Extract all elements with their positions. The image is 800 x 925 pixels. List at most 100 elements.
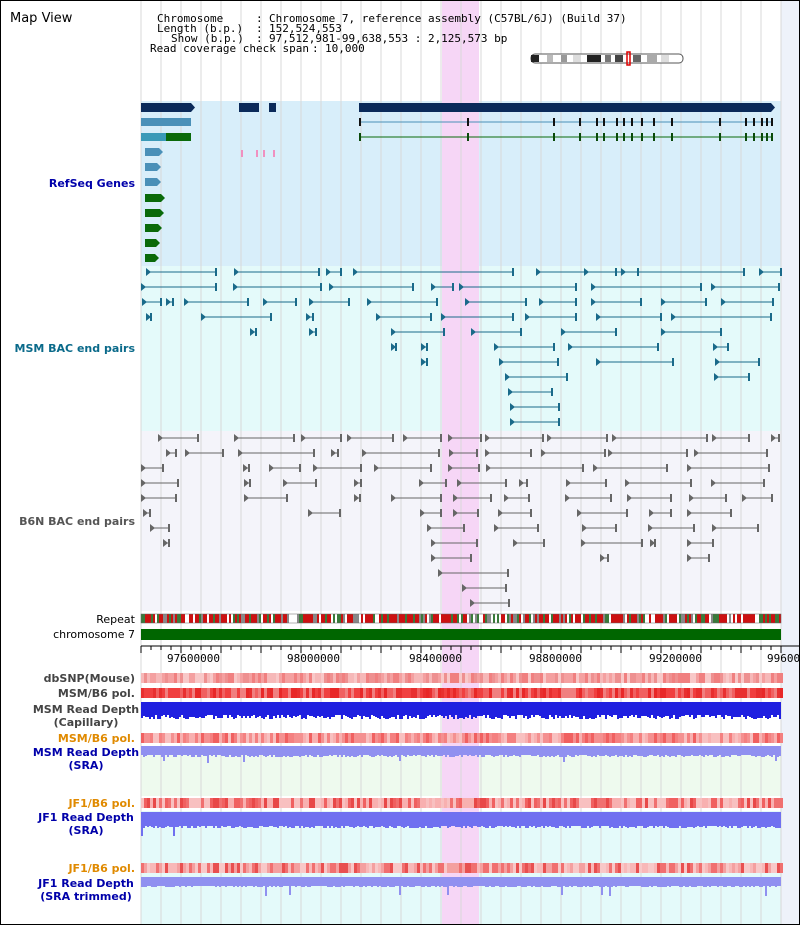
jf1-pol-cell xyxy=(546,798,549,808)
b6n-bac-track-label[interactable]: B6N BAC end pairs xyxy=(19,515,135,528)
jf1-pol-trim-cell xyxy=(237,863,240,873)
msm-cap-depth-bar xyxy=(281,702,283,715)
msm-cap-depth-bar xyxy=(357,702,359,715)
jf1-trim-depth-bar xyxy=(609,877,611,896)
msm-depth-sra-label[interactable]: MSM Read Depth xyxy=(32,746,140,759)
msm-depth-cap-label[interactable]: MSM Read Depth xyxy=(32,703,140,716)
msm-sra-depth-bar xyxy=(271,746,273,757)
jf1-trim-depth-bar xyxy=(683,877,685,886)
jf1-trim-depth-bar xyxy=(389,877,391,887)
msm-sra-depth-bar xyxy=(353,746,355,757)
jf1-sra-depth-bar xyxy=(455,812,457,827)
jf1-pol-cell xyxy=(483,798,486,808)
jf1-trim-depth-bar xyxy=(705,877,707,887)
jf1-trim-depth-bar xyxy=(367,877,369,886)
jf1-b6-pol-track-label[interactable]: JF1/B6 pol. xyxy=(68,797,135,810)
jf1-pol-trim-cell xyxy=(492,863,495,873)
dbsnp-cell xyxy=(552,673,555,683)
dbsnp-cell xyxy=(477,673,480,683)
jf1-trim-depth-bar xyxy=(477,877,479,886)
msm-pol-cell xyxy=(522,688,525,698)
msm-sra-depth-bar xyxy=(615,746,617,755)
msm-pol-sra-cell xyxy=(363,733,366,743)
ideogram-band xyxy=(573,55,581,62)
jf1-sra-depth-bar xyxy=(529,812,531,826)
jf1-trim-depth-bar xyxy=(775,877,777,887)
msm-cap-depth-bar xyxy=(193,702,195,717)
msm-bac-pair-end xyxy=(146,313,151,321)
msm-cap-depth-bar xyxy=(167,702,169,715)
repeat-element xyxy=(415,614,417,623)
jf1-pol-cell xyxy=(231,798,234,808)
msm-cap-depth-bar xyxy=(387,702,389,719)
repeat-element xyxy=(573,614,575,623)
jf1-pol-trim-cell xyxy=(474,863,477,873)
msm-cap-depth-bar xyxy=(589,702,591,718)
jf1-trim-depth-bar xyxy=(159,877,161,886)
jf1-pol-trim-cell xyxy=(423,863,426,873)
jf1-pol-trim-cell xyxy=(300,863,303,873)
gene-navy-mid xyxy=(239,103,259,112)
jf1-sra-depth-bar xyxy=(581,812,583,828)
msm-pol-sra-cell xyxy=(573,733,576,743)
msm-sra-depth-bar xyxy=(461,746,463,757)
jf1-pol-trim-cell xyxy=(345,863,348,873)
dbsnp-cell xyxy=(441,673,444,683)
jf1-pol-trim-cell xyxy=(417,863,420,873)
repeat-element xyxy=(183,614,185,623)
jf1-sra-depth-bar xyxy=(275,812,277,827)
msm-cap-depth-bar xyxy=(253,702,255,715)
jf1-pol-cell xyxy=(510,798,513,808)
msm-cap-depth-bar xyxy=(595,702,597,718)
msm-cap-depth-bar xyxy=(755,702,757,719)
repeat-element xyxy=(299,614,301,623)
jf1-trim-depth-bar xyxy=(667,877,669,886)
msm-sra-depth-bar xyxy=(245,746,247,755)
jf1-trim-depth-bar xyxy=(515,877,517,887)
jf1-depth-sra-label[interactable]: JF1 Read Depth xyxy=(38,811,134,824)
dbsnp-track-label[interactable]: dbSNP(Mouse) xyxy=(43,672,135,685)
msm-sra-depth-bar xyxy=(751,746,753,756)
jf1-pol-trim-cell xyxy=(390,863,393,873)
msm-sra-depth-bar xyxy=(349,746,351,757)
msm-pol-cell xyxy=(735,688,738,698)
msm-bac-pair-end xyxy=(561,328,566,336)
msm-bac-pair-end xyxy=(441,313,446,321)
jf1-pol-cell xyxy=(189,798,192,808)
jf1-trim-depth-bar xyxy=(741,877,743,887)
b6n-bac-pair-end xyxy=(438,449,440,457)
repeat-element xyxy=(633,614,635,623)
repeat-element xyxy=(569,614,571,623)
jf1-pol-trim-cell xyxy=(780,863,783,873)
msm-cap-depth-bar xyxy=(329,702,331,719)
jf1-b6-pol-trim-track-label[interactable]: JF1/B6 pol. xyxy=(68,862,135,875)
msm-pol-cell xyxy=(669,688,672,698)
msm-sra-depth-bar xyxy=(281,746,283,757)
dbsnp-cell xyxy=(492,673,495,683)
jf1-pol-trim-cell xyxy=(759,863,762,873)
jf1-trim-depth-bar xyxy=(737,877,739,886)
msm-b6-pol-sra-track-label[interactable]: MSM/B6 pol. xyxy=(57,732,135,745)
jf1-trim-depth-bar xyxy=(427,877,429,887)
gene-short xyxy=(145,239,156,247)
jf1-depth-trim-label[interactable]: JF1 Read Depth xyxy=(38,877,134,890)
msm-pol-cell xyxy=(561,688,564,698)
jf1-trim-depth-bar xyxy=(265,877,267,896)
jf1-pol-trim-cell xyxy=(159,863,162,873)
refseq-track-label[interactable]: RefSeq Genes xyxy=(48,177,135,190)
repeat-element xyxy=(259,614,261,623)
msm-pol-sra-cell xyxy=(579,733,582,743)
jf1-pol-cell xyxy=(147,798,150,808)
jf1-trim-depth-bar xyxy=(437,877,439,886)
b6n-bac-pair-end xyxy=(504,494,509,502)
msm-cap-depth-bar xyxy=(395,702,397,719)
msm-sra-depth-bar xyxy=(431,746,433,755)
msm-pol-cell xyxy=(750,688,753,698)
msm-bac-track-label[interactable]: MSM BAC end pairs xyxy=(14,342,135,355)
right-strip xyxy=(781,1,799,924)
repeat-element xyxy=(381,614,383,623)
b6n-bac-pair-end xyxy=(150,524,155,532)
msm-b6-pol-track-label[interactable]: MSM/B6 pol. xyxy=(57,687,135,700)
repeat-element xyxy=(277,614,279,623)
msm-sra-depth-bar xyxy=(715,746,717,757)
